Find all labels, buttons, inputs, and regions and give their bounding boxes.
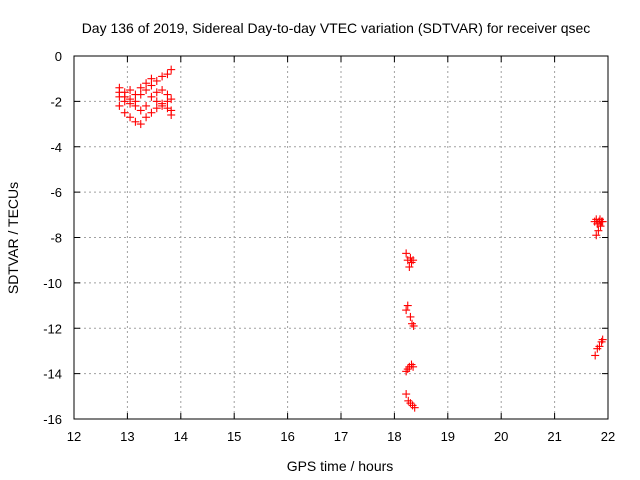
axis-ticks: 12 13 14 15 16 17 18 19 20 21 22 0 -2 -4 -6 -8 -10 -12 -14… <box>43 49 615 444</box>
x-tick-label: 14 <box>174 429 188 444</box>
data-point <box>402 249 411 258</box>
x-tick-label: 19 <box>441 429 455 444</box>
y-tick-label: 0 <box>55 49 62 64</box>
data-point <box>152 88 161 97</box>
data-point <box>152 76 161 85</box>
data-point <box>152 97 161 106</box>
y-tick-label: -14 <box>43 367 62 382</box>
y-tick-label: -8 <box>50 231 62 246</box>
data-point <box>595 342 604 351</box>
data-point <box>158 86 167 95</box>
y-tick-label: -12 <box>43 321 62 336</box>
data-point <box>167 65 176 74</box>
data-point <box>142 86 151 95</box>
x-tick-label: 21 <box>547 429 561 444</box>
data-point <box>409 256 418 265</box>
x-tick-label: 18 <box>387 429 401 444</box>
y-tick-label: -6 <box>50 185 62 200</box>
data-point <box>142 101 151 110</box>
data-point <box>126 113 135 122</box>
data-point <box>126 86 135 95</box>
x-tick-label: 16 <box>280 429 294 444</box>
y-tick-label: -2 <box>50 94 62 109</box>
x-axis-label: GPS time / hours <box>287 458 394 474</box>
data-point <box>147 108 156 117</box>
y-tick-label: -16 <box>43 412 62 427</box>
data-point <box>152 104 161 113</box>
x-tick-label: 15 <box>227 429 241 444</box>
data-point <box>126 99 135 108</box>
data-point <box>136 83 145 92</box>
data-point <box>115 88 124 97</box>
data-point <box>598 217 607 226</box>
data-points <box>115 65 607 412</box>
y-tick-label: -10 <box>43 276 62 291</box>
plot-frame <box>73 55 609 420</box>
data-point <box>136 90 145 99</box>
data-point <box>115 101 124 110</box>
data-point <box>142 79 151 88</box>
data-point <box>410 403 419 412</box>
data-point <box>402 306 411 315</box>
data-point <box>598 335 607 344</box>
data-point <box>142 113 151 122</box>
data-point <box>402 390 411 399</box>
data-point <box>409 321 418 330</box>
grid-lines <box>74 56 608 419</box>
x-tick-label: 22 <box>601 429 615 444</box>
data-point <box>406 312 415 321</box>
data-point <box>147 74 156 83</box>
data-point <box>592 231 601 240</box>
data-point <box>163 97 172 106</box>
data-point <box>163 90 172 99</box>
data-point <box>163 70 172 79</box>
data-point <box>403 301 412 310</box>
x-tick-label: 12 <box>67 429 81 444</box>
x-tick-label: 17 <box>334 429 348 444</box>
data-point <box>158 101 167 110</box>
y-axis-label: SDTVAR / TECUs <box>5 182 21 294</box>
data-point <box>405 262 414 271</box>
data-point <box>136 120 145 129</box>
data-point <box>131 97 140 106</box>
chart-title: Day 136 of 2019, Sidereal Day-to-day VTE… <box>82 20 591 36</box>
x-tick-label: 13 <box>120 429 134 444</box>
data-point <box>158 72 167 81</box>
data-point <box>147 81 156 90</box>
data-point <box>131 117 140 126</box>
y-tick-label: -4 <box>50 140 62 155</box>
data-point <box>120 108 129 117</box>
data-point <box>120 92 129 101</box>
data-point <box>167 106 176 115</box>
x-tick-label: 20 <box>494 429 508 444</box>
data-point <box>591 351 600 360</box>
data-point <box>594 226 603 235</box>
data-point <box>409 362 418 371</box>
data-point <box>596 222 605 231</box>
data-point <box>136 106 145 115</box>
data-point <box>147 92 156 101</box>
